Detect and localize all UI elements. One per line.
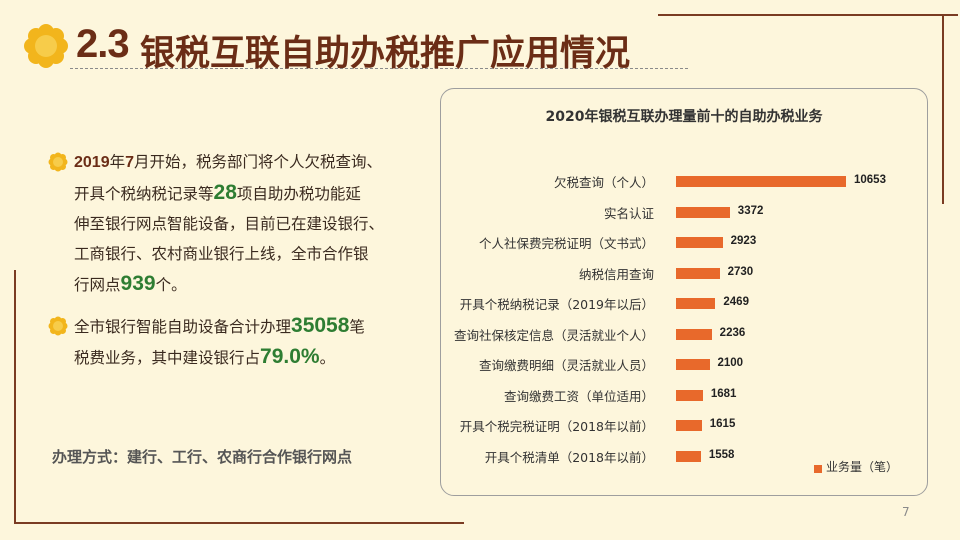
frame-line-right <box>942 14 944 204</box>
bar <box>676 267 720 279</box>
category-label: 个人社保费完税证明（文书式） <box>478 236 654 251</box>
flower-icon <box>24 24 68 68</box>
bar <box>676 298 716 309</box>
frame-line-top <box>658 14 958 16</box>
bullet-1-line-3: 伸至银行网点智能设备，目前已在建设银行、 <box>74 209 384 239</box>
bar <box>676 450 701 462</box>
bullet-1-line-2: 开具个税纳税记录等28项自助办税功能延 <box>74 178 384 209</box>
category-label: 查询社保核定信息（灵活就业个人） <box>453 327 654 343</box>
text: 伸至银行网点智能设备，目前已在建设银行、 <box>74 215 385 233</box>
text: 年 <box>109 153 126 171</box>
bullet-1-line-4: 工商银行、农村商业银行上线，全市合作银 <box>74 239 384 269</box>
data-label: 1558 <box>708 448 735 461</box>
data-label: 2100 <box>717 357 744 369</box>
text: 月开始，税务部门将个人欠税查询、 <box>134 153 383 171</box>
bar <box>676 237 723 248</box>
bar <box>676 359 710 370</box>
highlight-number: 28 <box>213 181 237 204</box>
bar <box>676 389 703 401</box>
data-label: 2469 <box>723 296 749 308</box>
bar <box>676 420 702 431</box>
data-label: 1681 <box>710 387 737 400</box>
bar <box>676 176 846 187</box>
bullet-1-line-1: 2019年7月开始，税务部门将个人欠税查询、 <box>74 147 384 178</box>
frame-line-left <box>14 270 16 524</box>
title-underline <box>70 68 688 69</box>
chart-title: 2020年银税互联办理量前十的自助办税业务 <box>545 109 823 125</box>
page-number: 7 <box>902 505 910 519</box>
bullet-2-line-1: 全市银行智能自助设备合计办理35058笔 <box>74 311 365 342</box>
bullet-flower-icon <box>48 152 68 172</box>
method-text: 办理方式：建行、工行、农商行合作银行网点 <box>52 448 353 466</box>
text: 个。 <box>155 276 187 294</box>
bullet-flower-icon <box>48 316 68 336</box>
month-value: 7 <box>125 154 135 171</box>
category-label: 开具个税纳税记录（2019年以后） <box>459 297 654 312</box>
category-label: 开具个税清单（2018年以前） <box>484 449 654 465</box>
category-label: 查询缴费明细（灵活就业人员） <box>478 358 654 373</box>
data-label: 2236 <box>719 326 746 339</box>
data-label: 3372 <box>737 204 764 217</box>
text: 笔 <box>349 318 365 336</box>
highlight-number: 939 <box>120 272 156 295</box>
bar <box>676 328 712 340</box>
category-label: 开具个税完税证明（2018年以前） <box>459 419 654 434</box>
text: 开具个税纳税记录等 <box>74 185 214 203</box>
category-label: 查询缴费工资（单位适用） <box>503 388 654 404</box>
chart-panel <box>440 88 928 496</box>
bullet-1-line-5: 行网点939个。 <box>74 269 384 300</box>
highlight-number: 79.0% <box>260 345 320 368</box>
text: 行网点 <box>74 276 121 294</box>
data-label: 2730 <box>727 265 754 278</box>
text: 税费业务，其中建设银行占 <box>74 349 261 367</box>
legend-swatch <box>814 465 822 473</box>
bullet-1: 2019年7月开始，税务部门将个人欠税查询、 开具个税纳税记录等28项自助办税功… <box>74 147 384 300</box>
highlight-number: 35058 <box>291 314 350 337</box>
frame-line-bottom <box>14 522 464 524</box>
page-title: 银税互联自助办税推广应用情况 <box>140 34 631 74</box>
bullet-2-line-2: 税费业务，其中建设银行占79.0%。 <box>74 342 365 373</box>
data-label: 10653 <box>854 174 886 186</box>
text: 项自助办税功能延 <box>236 185 361 203</box>
bar <box>676 206 730 218</box>
year-value: 2019 <box>74 154 110 171</box>
text: 工商银行、农村商业银行上线，全市合作银 <box>74 245 369 263</box>
section-number: 2.3 <box>76 22 130 66</box>
category-label: 欠税查询（个人） <box>553 175 654 190</box>
text: 全市银行智能自助设备合计办理 <box>74 318 292 336</box>
legend-label: 业务量（笔） <box>826 460 899 474</box>
bullet-2: 全市银行智能自助设备合计办理35058笔 税费业务，其中建设银行占79.0%。 <box>74 311 365 373</box>
data-label: 1615 <box>709 418 736 430</box>
text: 。 <box>319 349 336 367</box>
data-label: 2923 <box>730 235 757 247</box>
category-label: 纳税信用查询 <box>578 266 654 282</box>
category-label: 实名认证 <box>603 205 654 221</box>
